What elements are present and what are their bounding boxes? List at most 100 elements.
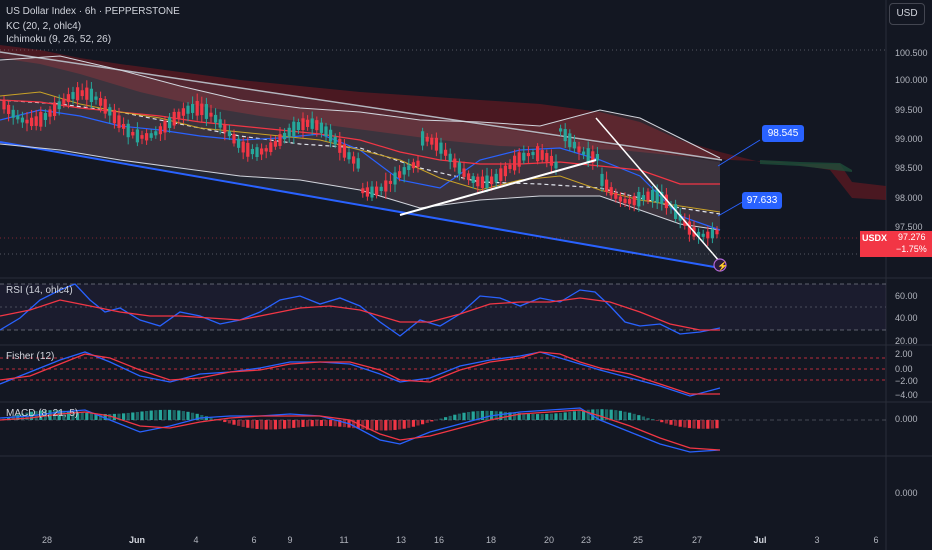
macd-bar [140, 411, 144, 420]
candle [586, 148, 590, 163]
candle [149, 133, 153, 138]
macd-bar [416, 420, 420, 426]
candle [310, 118, 314, 129]
candle [108, 107, 112, 116]
price-axis-label: 98.500 [895, 163, 923, 173]
candle [623, 198, 627, 204]
macd-bar [462, 412, 466, 420]
date-axis-label: 11 [339, 535, 349, 545]
macd-bar [407, 420, 411, 428]
macd-bar [637, 415, 641, 420]
fisher-line [0, 351, 721, 397]
candle [158, 126, 162, 135]
macd-bar [145, 410, 149, 420]
candle [66, 94, 70, 103]
candle [135, 129, 139, 143]
macd-bar [264, 420, 268, 430]
macd-bar [425, 420, 429, 423]
macd-bar [605, 409, 609, 420]
candle [191, 103, 195, 113]
candle [582, 151, 586, 155]
candle [296, 122, 300, 131]
macd-bar [365, 420, 369, 430]
macd-bar [181, 411, 185, 420]
macd-bar [168, 409, 172, 420]
candle [200, 103, 204, 116]
macd-bar [563, 412, 567, 420]
ichimoku-cloud [0, 45, 886, 200]
date-axis-label: 25 [632, 535, 644, 545]
candle [554, 161, 558, 169]
macd-bar [301, 420, 305, 427]
macd-bar [108, 413, 112, 420]
macd-bar [706, 420, 710, 429]
macd-bar [122, 413, 126, 420]
macd-bar [315, 420, 319, 427]
label-box-lower[interactable]: 97.633 [742, 192, 782, 209]
macd-bar [342, 420, 346, 428]
candle [273, 141, 277, 147]
price-axis-label: 100.000 [895, 75, 928, 85]
macd-bar [499, 411, 503, 420]
symbol-legend[interactable]: US Dollar Index · 6h · PEPPERSTONE [6, 6, 180, 17]
candle [269, 142, 273, 153]
date-axis-label: 13 [395, 535, 407, 545]
candle [154, 131, 158, 136]
candle [563, 129, 567, 142]
macd-bar [324, 420, 328, 426]
macd-bar [154, 410, 158, 420]
candle [85, 87, 89, 100]
fisher-axis-label: −4.00 [895, 390, 918, 400]
candle [549, 155, 553, 166]
lightning-icon: ⚡ [717, 260, 728, 272]
candle [365, 187, 369, 197]
candle [393, 172, 397, 185]
ichimoku-legend[interactable]: Ichimoku (9, 26, 52, 26) [6, 34, 112, 45]
macd-legend[interactable]: MACD (8, 21, 5) [6, 408, 79, 419]
candle [181, 108, 185, 116]
candle [89, 88, 93, 103]
candle [168, 117, 172, 128]
kc-legend[interactable]: KC (20, 2, ohlc4) [6, 21, 82, 32]
candle [522, 152, 526, 161]
candle [508, 164, 512, 169]
macd-bar [430, 420, 434, 422]
macd-bar [591, 409, 595, 420]
macd-bar [398, 420, 402, 430]
candle [425, 136, 429, 142]
currency-button[interactable]: USD [889, 3, 925, 25]
macd-bar [577, 410, 581, 420]
rsi-legend[interactable]: RSI (14, ohlc4) [6, 285, 73, 296]
rsi-band [0, 284, 886, 330]
candle [595, 154, 599, 161]
macd-bar [444, 417, 448, 420]
macd-bar [660, 420, 664, 423]
macd-bar [7, 417, 11, 420]
candle [490, 176, 494, 185]
macd-bar [674, 420, 678, 426]
candle [246, 142, 250, 157]
fisher-axis-label: 0.00 [895, 364, 913, 374]
fisher-legend[interactable]: Fisher (12) [6, 351, 55, 362]
candle [227, 131, 231, 137]
candle [315, 120, 319, 131]
candle [103, 99, 107, 114]
candle [163, 120, 167, 133]
macd-bar [71, 411, 75, 420]
candle [342, 144, 346, 158]
macd-bar [411, 420, 415, 427]
candle [430, 137, 434, 145]
candle [545, 153, 549, 162]
candle [347, 152, 351, 160]
candle [57, 101, 61, 110]
last-price-tag: USDX 97.276 −1.75% [860, 231, 932, 257]
price-axis-label: 100.500 [895, 48, 928, 58]
macd-bar [618, 410, 622, 420]
candle [237, 138, 241, 148]
rsi-axis-label: 60.00 [895, 291, 918, 301]
label-box-upper[interactable]: 98.545 [762, 125, 804, 142]
macd-bar [701, 420, 705, 429]
macd-bar [379, 420, 383, 431]
candle [292, 121, 296, 136]
